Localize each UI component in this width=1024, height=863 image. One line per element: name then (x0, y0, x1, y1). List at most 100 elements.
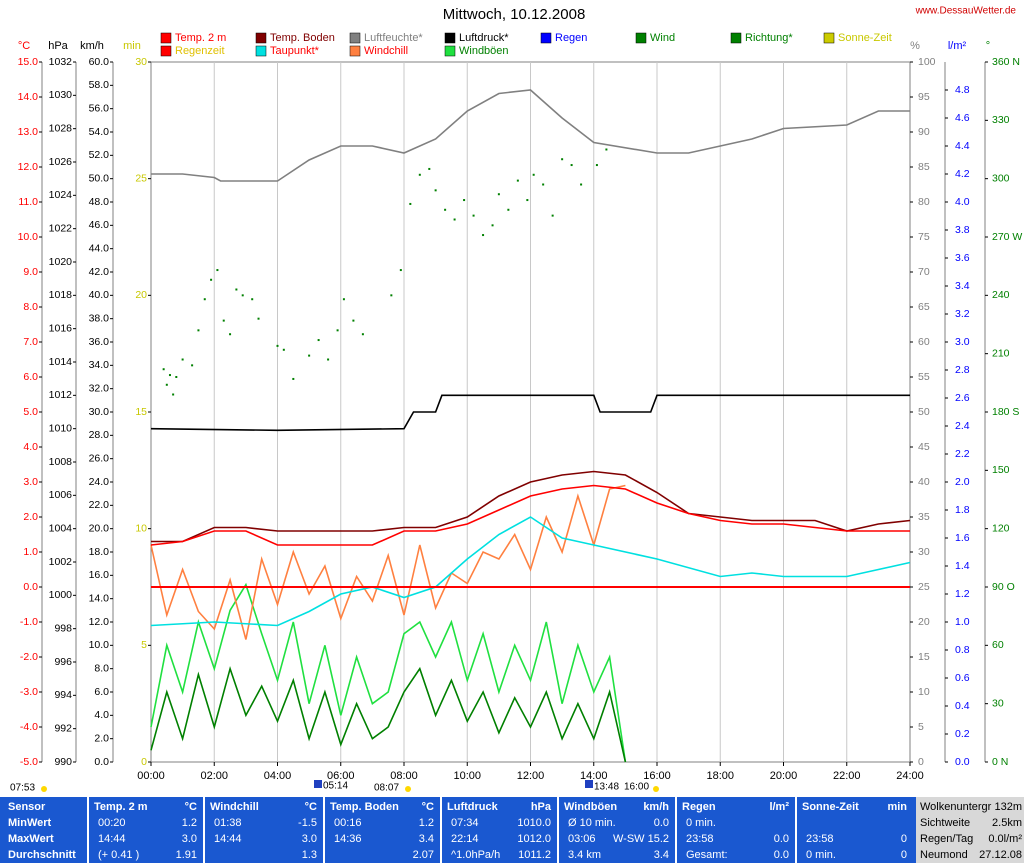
cell-value: 1010.0 (517, 817, 551, 829)
cell-value: 0.0 (773, 833, 789, 845)
y-tick-label: 34.0 (89, 359, 110, 371)
info-value: 0.0l/m² (988, 833, 1022, 845)
y-tick-label: 36.0 (89, 336, 110, 348)
column-title: Windböen (564, 801, 618, 813)
legend-label: Regenzeit (175, 45, 225, 57)
column-title: Temp. 2 m (94, 801, 148, 813)
y-tick-label: 80 (918, 196, 930, 208)
series-line (150, 582, 627, 763)
x-tick-label: 22:00 (833, 770, 861, 782)
x-tick-label: 24:00 (896, 770, 924, 782)
axis-unit: l/m² (948, 40, 967, 52)
y-tick-label: 44.0 (89, 242, 110, 254)
scatter-point (390, 294, 393, 297)
y-tick-label: 38.0 (89, 312, 110, 324)
cell-value: 3.0 (301, 833, 317, 845)
y-tick-label: 1.0 (23, 546, 38, 558)
y-tick-label: 998 (54, 622, 72, 634)
y-tick-label: 4.4 (955, 140, 970, 152)
y-tick-label: 20 (918, 616, 930, 628)
cell-value: 1011.2 (518, 849, 551, 861)
y-tick-label: -2.0 (20, 651, 38, 663)
cell-value: 0 (900, 833, 907, 845)
y-tick-label: 30 (992, 697, 1004, 709)
scatter-point (542, 183, 545, 186)
y-tick-label: -5.0 (20, 756, 38, 768)
y-tick-label: 50 (918, 406, 930, 418)
y-tick-label: 3.8 (955, 224, 970, 236)
y-tick-label: 4.0 (94, 709, 109, 721)
scatter-point (434, 189, 437, 192)
scatter-point (453, 218, 456, 221)
y-tick-label: 26.0 (89, 452, 110, 464)
y-tick-label: 4.0 (23, 441, 38, 453)
y-tick-label: 1.8 (955, 504, 970, 516)
y-tick-label: -1.0 (20, 616, 38, 628)
scatter-point (428, 167, 431, 170)
y-tick-label: 1006 (49, 489, 73, 501)
y-tick-label: 10.0 (89, 639, 110, 651)
axis-unit: ° (986, 40, 990, 52)
y-tick-label: 11.0 (18, 196, 38, 208)
y-tick-label: 2.8 (955, 364, 970, 376)
scatter-point (497, 193, 500, 196)
legend-label: Windböen (459, 45, 509, 57)
column-unit: °C (304, 801, 317, 813)
y-tick-label: 40 (918, 476, 930, 488)
y-tick-label: 2.6 (955, 392, 970, 404)
y-tick-label: 30 (135, 56, 147, 68)
site-link[interactable]: www.DessauWetter.de (915, 6, 1017, 17)
y-tick-label: 65 (918, 301, 930, 313)
column-separator (675, 797, 677, 863)
y-tick-label: 3.6 (955, 252, 970, 264)
y-tick-label: 0.8 (955, 644, 970, 656)
y-tick-label: 0.0 (94, 756, 109, 768)
x-tick-label: 10:00 (453, 770, 481, 782)
series-line (151, 89, 910, 182)
column-separator (323, 797, 325, 863)
axis-unit: min (123, 40, 141, 52)
column-separator (440, 797, 442, 863)
column-separator (203, 797, 205, 863)
y-tick-label: 30.0 (89, 406, 110, 418)
y-tick-label: 14.0 (89, 592, 110, 604)
legend-label: Windchill (364, 45, 408, 57)
y-tick-label: 992 (54, 722, 72, 734)
y-tick-label: 58.0 (89, 79, 110, 91)
x-tick-label: 18:00 (706, 770, 734, 782)
y-tick-label: 0.6 (955, 672, 970, 684)
scatter-point (526, 199, 529, 202)
y-tick-label: 3.2 (955, 308, 970, 320)
info-value: 27.12.08 (979, 849, 1022, 861)
cell-time: 01:38 (214, 817, 242, 829)
scatter-point (570, 164, 573, 167)
column-separator (87, 797, 89, 863)
scatter-point (342, 298, 345, 301)
legend-swatch (160, 32, 172, 44)
y-tick-label: 6.0 (94, 686, 109, 698)
y-tick-label: 360 N (992, 56, 1020, 68)
scatter-point (222, 319, 225, 322)
y-tick-label: 54.0 (89, 126, 110, 138)
y-tick-label: -4.0 (20, 721, 38, 733)
scatter-point (210, 278, 213, 281)
y-tick-label: 60.0 (89, 56, 110, 68)
legend-label: Temp. 2 m (175, 32, 226, 44)
axis-unit: km/h (80, 40, 104, 52)
y-tick-label: 46.0 (89, 219, 110, 231)
y-tick-label: 15 (918, 651, 930, 663)
y-tick-label: 70 (918, 266, 930, 278)
cell-value: 3.4 (653, 849, 669, 861)
y-tick-label: 5.0 (23, 406, 38, 418)
cell-time: 14:36 (334, 833, 362, 845)
y-tick-label: 45 (918, 441, 930, 453)
y-tick-label: 1.0 (955, 616, 970, 628)
scatter-point (516, 179, 519, 182)
x-tick-label: 14:00 (580, 770, 608, 782)
y-tick-label: 50.0 (89, 172, 110, 184)
sun-icon (405, 786, 411, 792)
series-line (150, 484, 910, 546)
scatter-point (532, 173, 535, 176)
x-tick-label: 20:00 (770, 770, 798, 782)
y-tick-label: 100 (918, 56, 936, 68)
